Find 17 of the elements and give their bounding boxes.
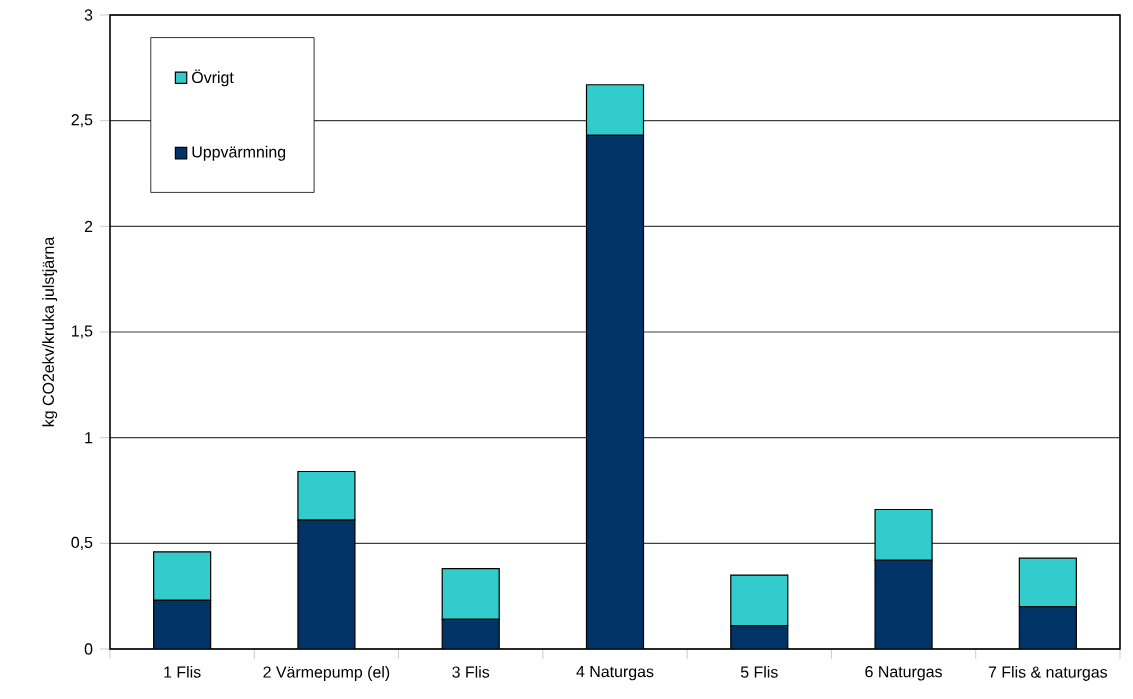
y-tick-label: 2: [84, 220, 93, 232]
x-tick-label: 2 Värmepump (el): [263, 666, 390, 681]
y-tick-label: 1,5: [72, 325, 93, 339]
y-tick-label: 0,5: [71, 536, 93, 550]
y-tick-label: 1: [85, 432, 93, 444]
x-tick-label: 1 Flis: [164, 666, 201, 678]
y-tick-label: 3: [84, 9, 93, 21]
legend-label: Övrigt: [192, 69, 234, 87]
x-tick-label: 3 Flis: [452, 666, 490, 678]
x-tick-label: 6 Naturgas: [865, 666, 942, 681]
x-tick-label: 4 Naturgas: [576, 666, 654, 681]
y-tick-label: 2,5: [71, 114, 93, 128]
x-tick-label: 5 Flis: [740, 666, 778, 678]
y-axis-title: kg CO2ekv/kruka julstjärna: [42, 236, 58, 427]
y-tick-label: 0: [84, 643, 93, 655]
legend-label: Uppvärmning: [192, 145, 286, 161]
x-tick-label: 7 Flis & naturgas: [988, 666, 1108, 681]
